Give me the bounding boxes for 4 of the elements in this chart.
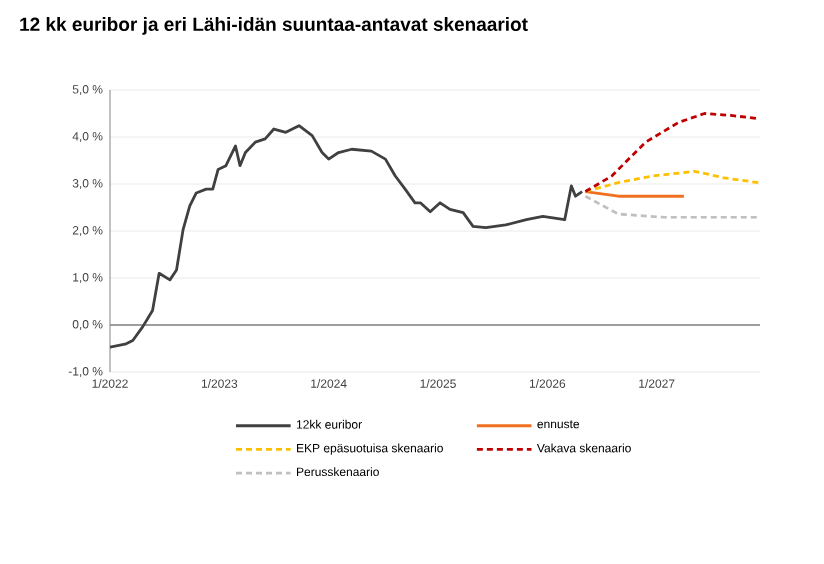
line-series: [583, 112, 760, 193]
line-series: [583, 169, 760, 193]
chart-title: 12 kk euribor ja eri Lähi-idän suuntaa-antavat skenaariot: [20, 17, 528, 35]
line-series: [110, 124, 584, 349]
